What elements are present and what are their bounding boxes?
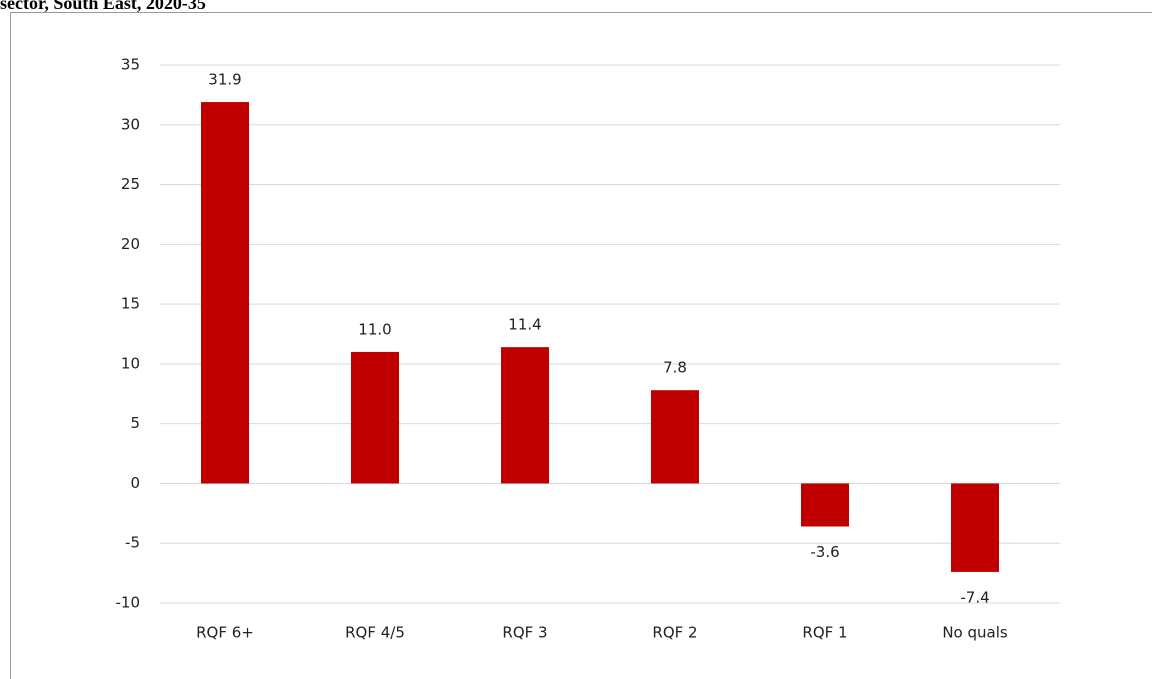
x-tick-label: RQF 2 [652,624,697,642]
x-tick-label: RQF 4/5 [345,624,405,642]
data-label: 7.8 [663,359,687,377]
y-tick-label: 0 [130,474,140,492]
chart-title: sector, South East, 2020-35 [0,0,206,13]
bar [501,347,549,484]
bar [351,351,399,484]
data-label: 11.4 [508,316,541,334]
bar [651,390,699,484]
bar [801,483,849,527]
y-tick-label: -10 [116,594,141,612]
data-label: -7.4 [960,588,989,606]
y-tick-label: 30 [121,115,140,133]
data-label: -3.6 [810,543,839,561]
y-tick-label: 5 [130,414,140,432]
y-tick-label: 35 [121,56,140,74]
y-tick-label: 20 [121,235,140,253]
x-tick-label: No quals [942,624,1008,642]
bar [201,102,249,484]
bar [951,483,999,572]
x-tick-label: RQF 1 [802,624,847,642]
chart-frame [10,12,1152,679]
data-label: 11.0 [358,320,391,338]
y-tick-label: 15 [121,295,140,313]
y-tick-label: 10 [121,354,140,372]
data-label: 31.9 [208,71,241,89]
y-tick-label: 25 [121,175,140,193]
x-tick-label: RQF 6+ [196,624,254,642]
x-tick-label: RQF 3 [502,624,547,642]
y-tick-label: -5 [125,534,140,552]
